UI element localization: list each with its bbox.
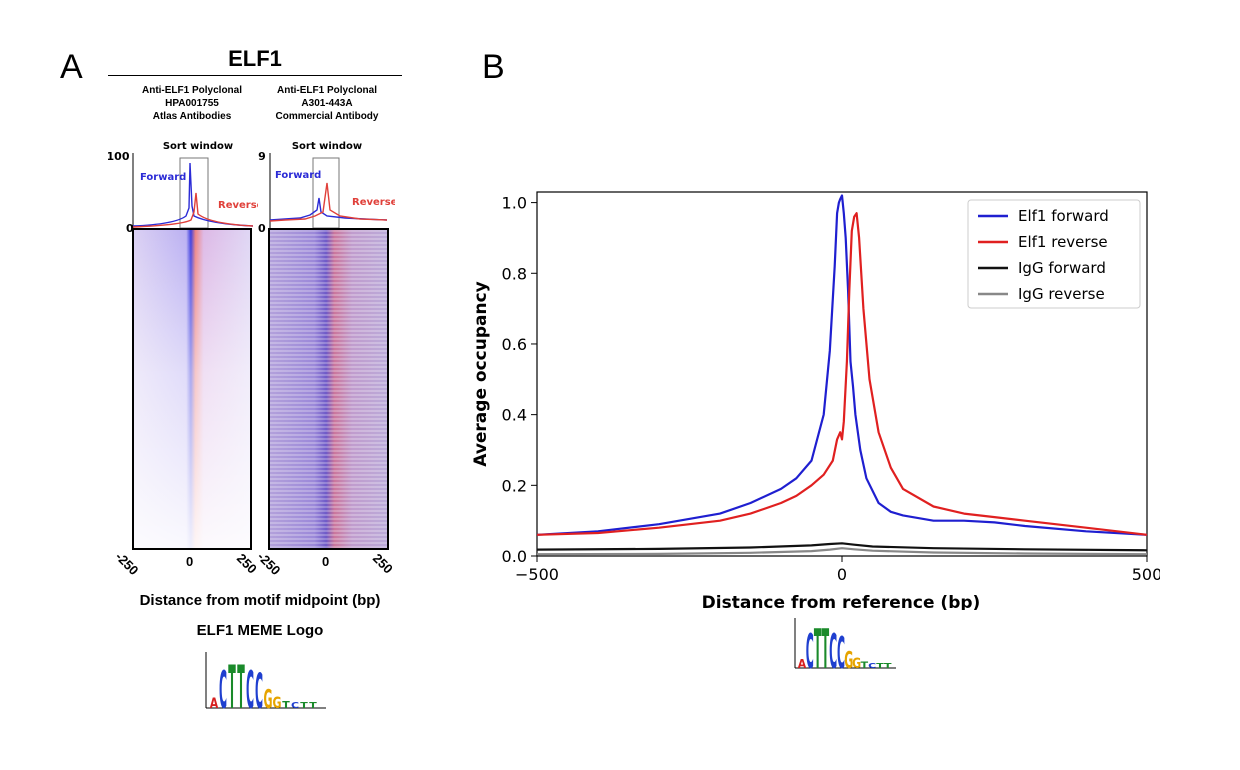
- xtick-1-zero: 0: [186, 554, 194, 569]
- logo-letter-5: C: [837, 630, 845, 674]
- series-line-igg-forward: [536, 542, 1148, 552]
- logo-letter-0: A: [210, 695, 219, 712]
- logo-letter-1: C: [806, 625, 814, 674]
- antibody2-line3: Commercial Antibody: [275, 111, 379, 122]
- sort-window-label-2: Sort window: [292, 141, 362, 152]
- y-tick-label-0: 0.0: [502, 547, 527, 566]
- reverse-label-1: Reverse: [218, 200, 258, 211]
- ymin-label-1: 0: [126, 222, 134, 232]
- legend-label-3: IgG reverse: [1018, 285, 1105, 303]
- logo-letter-10: T: [300, 701, 308, 710]
- xtick-1-max: 250: [233, 550, 260, 577]
- y-tick-label-1: 0.2: [502, 476, 527, 495]
- y-tick-label-4: 0.8: [502, 264, 527, 283]
- legend-box: [967, 199, 1141, 309]
- gene-title: ELF1: [228, 46, 282, 71]
- heatmap-1: [132, 228, 252, 550]
- antibody1-line1: Anti-ELF1 Polyclonal: [141, 85, 242, 96]
- logo-letter-8: T: [282, 699, 290, 710]
- y-ticks: 0.0 0.2 0.4 0.6 0.8 1.0: [502, 194, 537, 566]
- logo-letter-10: T: [876, 662, 884, 671]
- logo-letter-7: G: [852, 656, 861, 673]
- logo-letter-3: T: [822, 619, 830, 674]
- xtick-2-max: 250: [369, 550, 396, 577]
- x-tick-label-2: 500: [1132, 565, 1160, 584]
- panel-a-xlabel: Distance from motif midpoint (bp): [139, 592, 381, 609]
- forward-label-1: Forward: [140, 172, 186, 183]
- y-tick-label-3: 0.6: [502, 335, 527, 354]
- title-underline: [108, 75, 402, 76]
- reverse-profile-2: [269, 182, 388, 222]
- logo-letter-6: G: [844, 648, 853, 674]
- logo-letter-8: T: [861, 661, 869, 671]
- logo-letter-11: T: [884, 662, 892, 671]
- legend: Elf1 forward Elf1 reverse IgG forward IgG r…: [967, 199, 1141, 309]
- antibody2-line1: Anti-ELF1 Polyclonal: [276, 85, 377, 96]
- series-lines: [536, 194, 1148, 556]
- antibody2-line2: A301-443A: [301, 98, 353, 109]
- xtick-2-min: -250: [254, 548, 284, 579]
- logo-letter-9: C: [868, 662, 876, 671]
- legend-label-2: IgG forward: [1018, 259, 1106, 277]
- panel-a-letter: A: [60, 48, 83, 86]
- logo-letter-7: G: [272, 694, 281, 713]
- logo-letter-2: T: [228, 654, 236, 716]
- logo-letter-9: C: [291, 701, 299, 710]
- logo-letter-4: C: [829, 625, 837, 674]
- y-axis-label: Average occupancy: [471, 281, 491, 466]
- logo-b-letters: A C T T C C GG T C T T: [798, 619, 893, 674]
- y-tick-label-5: 1.0: [502, 194, 527, 213]
- ymin-label-2: 0: [258, 222, 266, 232]
- logo-title: ELF1 MEME Logo: [196, 622, 324, 639]
- x-tick-label-0: −500: [515, 565, 559, 584]
- meme-logo-b: A C T T C C GG T C T T: [794, 618, 896, 674]
- antibody1-line2: HPA001755: [165, 98, 219, 109]
- logo-letter-4: C: [246, 660, 254, 716]
- reverse-profile-1: [132, 192, 254, 228]
- profile-plot-1: 100 0 Sort window Forward Reverse: [108, 141, 258, 232]
- profile-plot-2: 9 0 Sort window Forward Reverse: [258, 141, 395, 232]
- y-tick-label-2: 0.4: [502, 406, 527, 425]
- logo-letter-6: G: [263, 683, 272, 714]
- forward-label-2: Forward: [275, 170, 321, 181]
- antibody2-label: Anti-ELF1 Polyclonal A301-443A Commercia…: [255, 84, 399, 123]
- xtick-2-zero: 0: [322, 554, 330, 569]
- series-line-elf1-reverse: [536, 212, 1148, 536]
- series-line-elf1-forward: [536, 194, 1148, 536]
- logo-letter-5: C: [255, 665, 263, 716]
- x-ticks: −500 0 500: [515, 556, 1160, 584]
- antibody1-line3: Atlas Antibodies: [152, 111, 232, 122]
- logo-letter-0: A: [798, 656, 807, 671]
- logo-letter-11: T: [309, 701, 317, 710]
- x-axis-label: Distance from reference (bp): [702, 593, 981, 610]
- sort-window-label-1: Sort window: [163, 141, 233, 152]
- x-tick-label-1: 0: [837, 565, 847, 584]
- ymax-label-2: 9: [258, 150, 266, 163]
- logo-letter-1: C: [219, 660, 227, 716]
- legend-label-0: Elf1 forward: [1018, 207, 1109, 225]
- logo-letter-2: T: [814, 619, 822, 674]
- antibody1-label: Anti-ELF1 Polyclonal HPA001755 Atlas Ant…: [120, 84, 264, 123]
- panel-b-letter: B: [482, 48, 505, 86]
- logo-letter-3: T: [237, 654, 245, 716]
- series-line-igg-reverse: [536, 547, 1148, 556]
- heatmap-2: [268, 228, 389, 550]
- reverse-label-2: Reverse: [352, 197, 395, 208]
- ymax-label-1: 100: [108, 150, 130, 163]
- legend-label-1: Elf1 reverse: [1018, 233, 1108, 251]
- xtick-1-min: -250: [112, 548, 142, 579]
- occupancy-chart: 0.0 0.2 0.4 0.6 0.8 1.0 −500 0 500 Distance fro…: [471, 191, 1160, 610]
